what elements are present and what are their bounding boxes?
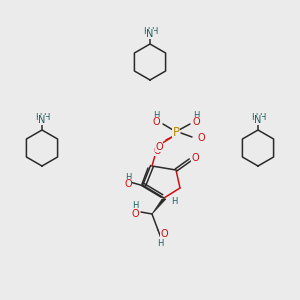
Text: H: H (259, 113, 265, 122)
Text: O: O (124, 179, 132, 189)
Text: H: H (251, 113, 257, 122)
Text: O: O (197, 133, 205, 143)
Text: H: H (35, 113, 41, 122)
Text: N: N (254, 115, 262, 125)
Text: O: O (160, 229, 168, 239)
Text: O: O (152, 117, 160, 127)
Text: H: H (193, 110, 199, 119)
Text: H: H (143, 28, 149, 37)
Text: H: H (171, 196, 177, 206)
Text: H: H (132, 202, 138, 211)
Text: N: N (38, 115, 46, 125)
Text: H: H (153, 110, 159, 119)
Text: H: H (151, 28, 157, 37)
Polygon shape (152, 199, 166, 214)
Text: O: O (131, 209, 139, 219)
Text: P: P (172, 127, 179, 140)
Text: O: O (155, 142, 163, 152)
Text: O: O (153, 146, 161, 156)
Text: H: H (43, 113, 49, 122)
Text: O: O (191, 153, 199, 163)
Text: N: N (146, 29, 154, 39)
Text: H: H (157, 239, 163, 248)
Text: O: O (192, 117, 200, 127)
Text: H: H (125, 172, 131, 182)
